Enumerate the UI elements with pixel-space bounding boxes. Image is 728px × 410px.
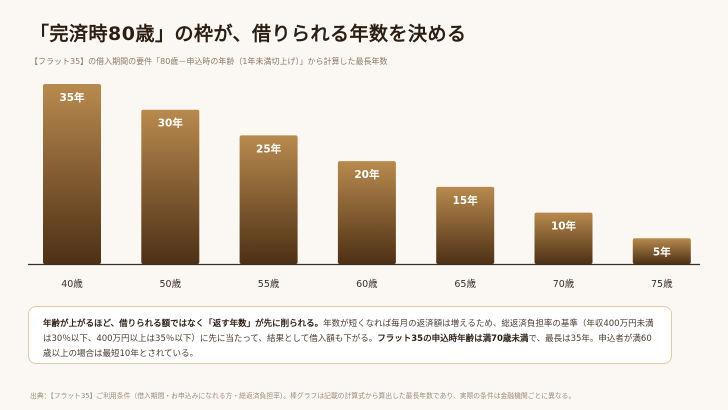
bar-value-label: 30年 <box>158 117 184 130</box>
bar-65歳 <box>436 186 495 264</box>
bar-40歳 <box>43 84 101 264</box>
bar-value-label: 10年 <box>551 220 577 233</box>
bar-chart: 35年 40歳 30年 50歳 25年 55歳 20年 60歳 15年 65歳 10年 70歳 5年 75… <box>28 84 700 290</box>
bar-75歳 <box>632 238 691 264</box>
page-title: 「完済時80歳」の枠が、借りられる年数を決める <box>30 23 467 45</box>
bar-55歳 <box>239 135 298 264</box>
x-tick-label: 60歳 <box>356 278 378 290</box>
note-lead: 年齢が上がるほど、借りられる額ではなく「返す年数」が先に削られる。 <box>43 319 324 329</box>
bar-value-label: 20年 <box>354 168 380 181</box>
note-body-2: で、最長は35年。申込者が満60歳以上の場合は最短10年とされている。 <box>43 334 652 359</box>
bar-50歳 <box>141 109 200 264</box>
x-tick-label: 70歳 <box>553 278 575 290</box>
note-emphasis: フラット35の申込時年齢は満70歳未満 <box>377 334 529 344</box>
x-tick-label: 75歳 <box>651 278 673 290</box>
bar-60歳 <box>337 161 396 264</box>
explanation-note: 年齢が上がるほど、借りられる額ではなく「返す年数」が先に削られる。年数が短くなれ… <box>28 306 672 364</box>
bar-70歳 <box>534 212 593 264</box>
x-tick-label: 55歳 <box>258 278 280 290</box>
x-tick-label: 40歳 <box>61 278 83 290</box>
x-tick-label: 50歳 <box>160 278 182 290</box>
note-body-1: 年数が短くなれば毎月の返済額は増えるため、総返済負担率の基準（年収400万円未満… <box>43 319 654 344</box>
source-note: 出典：【フラット35】ご利用条件（借入期間・お申込みになれる方・総返済負担率）。… <box>30 392 576 400</box>
bar-value-label: 15年 <box>453 194 479 207</box>
bar-value-label: 35年 <box>59 91 85 104</box>
bar-value-label: 25年 <box>256 142 282 155</box>
bar-value-label: 5年 <box>653 245 671 258</box>
chart-subtitle: 【フラット35】の借入期間の要件「80歳－申込時の年齢（1年未満切上げ）」から計… <box>30 57 388 66</box>
x-tick-label: 65歳 <box>454 278 476 290</box>
